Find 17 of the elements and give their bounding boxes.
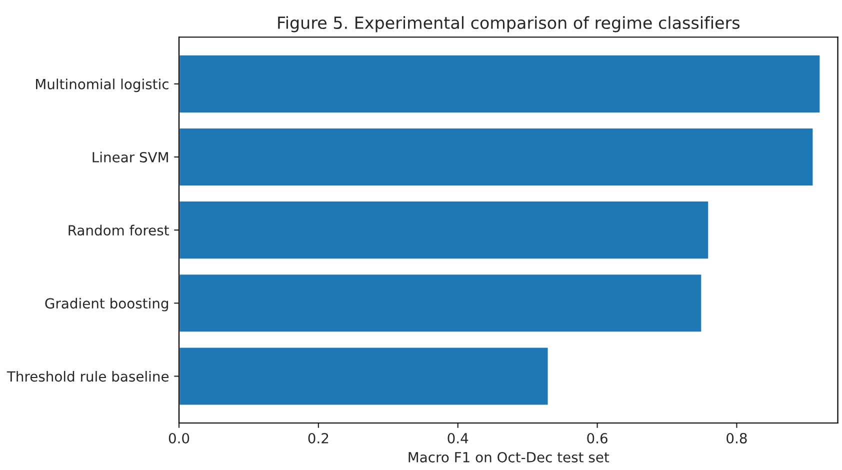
bar	[179, 200, 710, 260]
x-tick-label: 0.6	[587, 432, 608, 444]
bar	[179, 127, 814, 187]
y-tick-label: Threshold rule baseline	[6, 370, 169, 382]
bar	[179, 54, 822, 114]
y-tick-label: Linear SVM	[92, 152, 168, 162]
x-tick-label: 0.8	[726, 432, 747, 444]
x-tick-label: 0.2	[308, 432, 328, 444]
x-tick-label: 0.4	[448, 432, 468, 444]
bar	[179, 273, 703, 334]
y-tick-label: Random forest	[68, 224, 169, 236]
x-tick-label: 0.0	[168, 432, 190, 444]
chart-title: Figure 5. Experimental comparison of regime classifiers	[278, 16, 740, 32]
bar	[179, 346, 550, 406]
y-tick-label: Gradient boosting	[45, 298, 168, 312]
y-tick-label: Multinomial logistic	[36, 78, 168, 92]
x-axis-title: Macro F1 on Oct-Dec test set	[408, 452, 610, 462]
